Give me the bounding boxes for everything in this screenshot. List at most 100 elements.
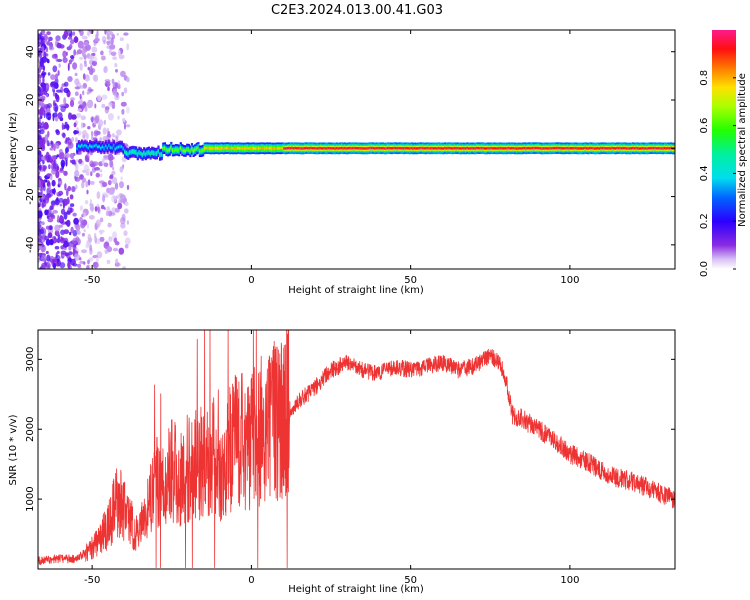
- band-cell: [581, 147, 584, 150]
- noise-speck: [47, 218, 54, 223]
- figure-title: C2E3.2024.013.00.41.G03: [271, 3, 443, 18]
- band-cell: [331, 147, 334, 150]
- band-cell: [230, 147, 233, 150]
- band-cell: [641, 146, 644, 150]
- band-cell: [472, 147, 475, 150]
- noise-speck: [93, 41, 97, 46]
- noise-speck: [73, 49, 77, 56]
- band-cell: [206, 147, 209, 150]
- band-cell: [636, 147, 639, 150]
- noise-speck: [120, 70, 126, 78]
- noise-speck: [57, 70, 60, 76]
- band-cell: [160, 153, 163, 156]
- noise-speck: [112, 133, 115, 138]
- noise-speck: [105, 210, 110, 217]
- band-cell: [127, 152, 130, 156]
- band-cell: [254, 147, 257, 150]
- band-cell: [332, 147, 335, 150]
- noise-speck: [81, 181, 85, 189]
- noise-speck: [82, 73, 86, 80]
- noise-speck: [94, 103, 97, 109]
- band-cell: [195, 147, 198, 150]
- band-cell: [77, 144, 80, 148]
- band-cell: [534, 146, 538, 150]
- noise-speck: [63, 170, 68, 176]
- noise-speck: [108, 101, 113, 107]
- band-cell: [640, 147, 643, 150]
- band-cell: [649, 146, 652, 150]
- band-cell: [132, 150, 135, 153]
- noise-speck: [38, 49, 42, 55]
- noise-speck: [67, 260, 71, 269]
- band-cell: [90, 145, 93, 148]
- noise-speck: [119, 166, 124, 173]
- band-cell: [469, 147, 472, 150]
- band-cell: [445, 147, 448, 150]
- noise-speck: [46, 254, 51, 262]
- noise-speck: [126, 184, 130, 191]
- noise-speck: [40, 239, 46, 243]
- band-cell: [660, 147, 663, 150]
- band-cell: [643, 147, 646, 150]
- noise-speck: [88, 237, 93, 243]
- band-cell: [149, 152, 152, 156]
- band-cell: [283, 147, 286, 150]
- noise-speck: [57, 214, 60, 223]
- colorbar-tick-label: 0.8: [699, 70, 710, 86]
- noise-speck: [99, 217, 104, 223]
- noise-speck: [52, 262, 57, 269]
- noise-speck: [61, 122, 64, 131]
- band-cell: [353, 146, 356, 150]
- band-cell: [601, 146, 604, 150]
- noise-speck: [54, 224, 61, 232]
- noise-speck: [114, 207, 120, 213]
- noise-speck: [121, 91, 124, 97]
- band-cell: [617, 146, 620, 150]
- noise-speck: [50, 155, 57, 160]
- band-cell: [477, 146, 480, 150]
- band-cell: [130, 150, 133, 154]
- band-cell: [264, 147, 267, 150]
- noise-speck: [104, 106, 110, 114]
- snr-panel: -50 0 50 100 1000 2000 3000 Height of straigh…: [8, 329, 676, 595]
- noise-speck: [53, 160, 56, 165]
- y-tick-label: -40: [25, 237, 36, 253]
- noise-speck: [38, 150, 42, 157]
- band-cell: [170, 146, 173, 149]
- band-cell: [286, 147, 289, 150]
- noise-speck: [41, 156, 45, 161]
- noise-speck: [67, 185, 72, 192]
- band-cell: [141, 153, 144, 157]
- band-cell: [350, 147, 353, 150]
- noise-speck: [117, 115, 120, 120]
- noise-speck: [67, 112, 72, 120]
- band-cell: [117, 145, 120, 149]
- band-cell: [112, 144, 115, 147]
- noise-speck: [99, 169, 103, 173]
- noise-speck: [119, 181, 124, 189]
- noise-speck: [95, 172, 101, 178]
- band-cell: [367, 147, 370, 150]
- band-cell: [116, 146, 119, 149]
- band-cell: [197, 146, 200, 150]
- noise-speck: [52, 65, 58, 73]
- band-cell: [176, 148, 179, 152]
- noise-speck: [77, 263, 82, 268]
- band-cell: [265, 146, 268, 150]
- noise-speck: [78, 158, 83, 164]
- noise-speck: [101, 94, 108, 100]
- band-cell: [354, 146, 358, 150]
- band-cell: [213, 147, 216, 150]
- noise-speck: [69, 203, 75, 208]
- band-cell: [455, 147, 458, 150]
- noise-speck: [117, 202, 123, 210]
- noise-speck: [84, 77, 91, 82]
- band-cell: [340, 146, 343, 150]
- colorbar-tick-label: 0.0: [699, 261, 710, 277]
- noise-speck: [97, 206, 100, 214]
- noise-speck: [55, 95, 60, 103]
- band-cell: [412, 147, 415, 150]
- noise-speck: [73, 122, 77, 128]
- noise-speck: [67, 63, 70, 71]
